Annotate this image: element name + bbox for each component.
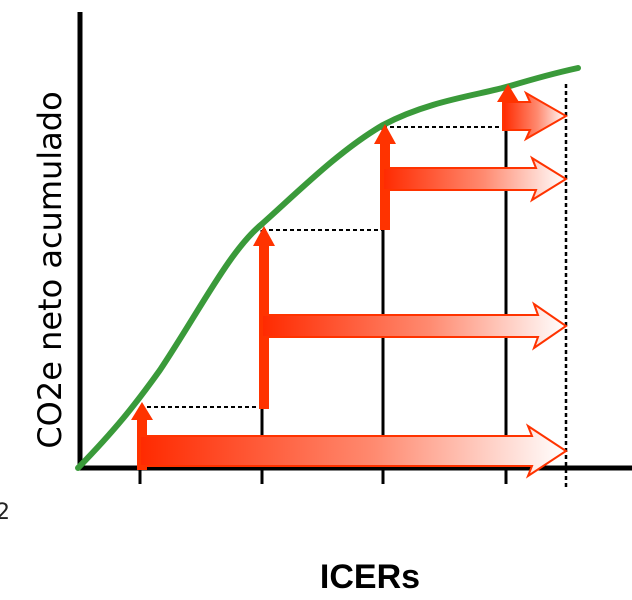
arrow-2-shaft — [261, 301, 568, 351]
arrow-1-head-up — [131, 402, 153, 420]
red-arrows — [131, 84, 519, 470]
x-axis-label: ICERs — [319, 558, 421, 596]
arrow-3-head-up — [374, 124, 396, 144]
cumulative-curve — [75, 65, 581, 471]
arrow-4-head-up — [497, 84, 519, 102]
arrow-3-shaft — [382, 155, 568, 203]
arrow-4-shaft — [502, 90, 569, 142]
y-axis-label: CO2e neto acumulado — [31, 91, 69, 449]
arrow-1-shaft — [139, 423, 568, 479]
arrow-2-head-up — [253, 226, 275, 246]
edge-fragment-text: 2 — [0, 500, 10, 525]
